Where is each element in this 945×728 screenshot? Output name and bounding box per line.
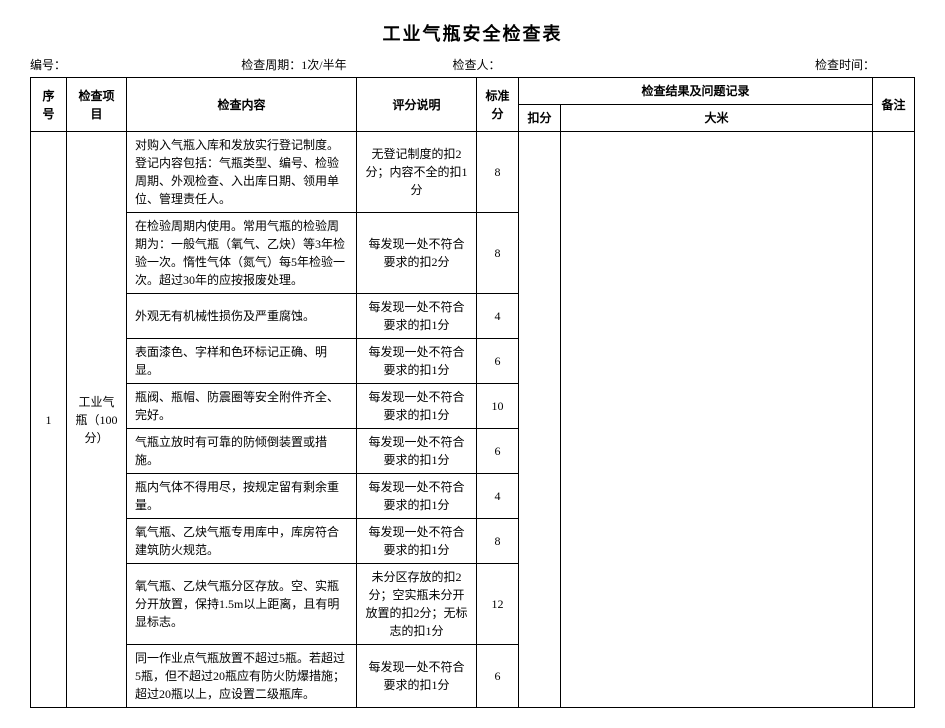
cell-content: 同一作业点气瓶放置不超过5瓶。若超过5瓶，但不超过20瓶应有防火防爆措施；超过2… xyxy=(127,645,357,708)
cell-score-desc: 无登记制度的扣2分；内容不全的扣1分 xyxy=(357,132,477,213)
cell-content: 在检验周期内使用。常用气瓶的检验周期为：一般气瓶（氧气、乙炔）等3年检验一次。惰… xyxy=(127,213,357,294)
cell-std-score: 8 xyxy=(477,519,519,564)
th-rice: 大米 xyxy=(561,105,873,132)
cell-content: 气瓶立放时有可靠的防倾倒装置或措施。 xyxy=(127,429,357,474)
inspection-table: 序号 检查项目 检查内容 评分说明 标准分 检查结果及问题记录 备注 扣分 大米… xyxy=(30,77,915,708)
cell-content: 氧气瓶、乙炔气瓶分区存放。空、实瓶分开放置，保持1.5m以上距离，且有明显标志。 xyxy=(127,564,357,645)
cell-std-score: 10 xyxy=(477,384,519,429)
th-deduct: 扣分 xyxy=(519,105,561,132)
cell-content: 对购入气瓶入库和发放实行登记制度。登记内容包括：气瓶类型、编号、检验周期、外观检… xyxy=(127,132,357,213)
cell-std-score: 4 xyxy=(477,294,519,339)
cell-item: 工业气瓶（100分） xyxy=(67,132,127,708)
cell-content: 外观无有机械性损伤及严重腐蚀。 xyxy=(127,294,357,339)
serial-label: 编号： xyxy=(30,58,66,72)
cell-score-desc: 每发现一处不符合要求的扣1分 xyxy=(357,339,477,384)
cell-std-score: 6 xyxy=(477,339,519,384)
table-body: 1工业气瓶（100分）对购入气瓶入库和发放实行登记制度。登记内容包括：气瓶类型、… xyxy=(31,132,915,708)
cell-score-desc: 每发现一处不符合要求的扣2分 xyxy=(357,213,477,294)
th-result-group: 检查结果及问题记录 xyxy=(519,78,873,105)
inspector-label: 检查人： xyxy=(453,58,501,72)
header-row-1: 序号 检查项目 检查内容 评分说明 标准分 检查结果及问题记录 备注 xyxy=(31,78,915,105)
th-remark: 备注 xyxy=(873,78,915,132)
cell-std-score: 12 xyxy=(477,564,519,645)
cell-std-score: 6 xyxy=(477,645,519,708)
cell-seq: 1 xyxy=(31,132,67,708)
inspector-cell: 检查人： xyxy=(453,56,664,73)
cell-deduct xyxy=(519,132,561,708)
cell-score-desc: 每发现一处不符合要求的扣1分 xyxy=(357,384,477,429)
cycle-cell: 检查周期：1次/半年 xyxy=(241,56,452,73)
cell-std-score: 8 xyxy=(477,213,519,294)
th-score-desc: 评分说明 xyxy=(357,78,477,132)
cell-score-desc: 未分区存放的扣2分；空实瓶未分开放置的扣2分；无标志的扣1分 xyxy=(357,564,477,645)
th-std: 标准分 xyxy=(477,78,519,132)
th-item: 检查项目 xyxy=(67,78,127,132)
cycle-value: 1次/半年 xyxy=(301,58,346,72)
time-label: 检查时间： xyxy=(815,58,875,72)
table-row: 1工业气瓶（100分）对购入气瓶入库和发放实行登记制度。登记内容包括：气瓶类型、… xyxy=(31,132,915,213)
cell-score-desc: 每发现一处不符合要求的扣1分 xyxy=(357,294,477,339)
cell-score-desc: 每发现一处不符合要求的扣1分 xyxy=(357,645,477,708)
cell-score-desc: 每发现一处不符合要求的扣1分 xyxy=(357,429,477,474)
serial-cell: 编号： xyxy=(30,56,241,73)
meta-row: 编号： 检查周期：1次/半年 检查人： 检查时间： xyxy=(30,56,915,73)
cell-content: 氧气瓶、乙炔气瓶专用库中，库房符合建筑防火规范。 xyxy=(127,519,357,564)
page-title: 工业气瓶安全检查表 xyxy=(30,20,915,46)
time-cell: 检查时间： xyxy=(664,56,915,73)
cell-std-score: 6 xyxy=(477,429,519,474)
cell-rice xyxy=(561,132,873,708)
cycle-label: 检查周期： xyxy=(241,58,301,72)
cell-score-desc: 每发现一处不符合要求的扣1分 xyxy=(357,474,477,519)
cell-content: 瓶阀、瓶帽、防震圈等安全附件齐全、完好。 xyxy=(127,384,357,429)
th-seq: 序号 xyxy=(31,78,67,132)
th-content: 检查内容 xyxy=(127,78,357,132)
cell-content: 瓶内气体不得用尽，按规定留有剩余重量。 xyxy=(127,474,357,519)
cell-score-desc: 每发现一处不符合要求的扣1分 xyxy=(357,519,477,564)
cell-remark xyxy=(873,132,915,708)
cell-std-score: 8 xyxy=(477,132,519,213)
cell-content: 表面漆色、字样和色环标记正确、明显。 xyxy=(127,339,357,384)
cell-std-score: 4 xyxy=(477,474,519,519)
